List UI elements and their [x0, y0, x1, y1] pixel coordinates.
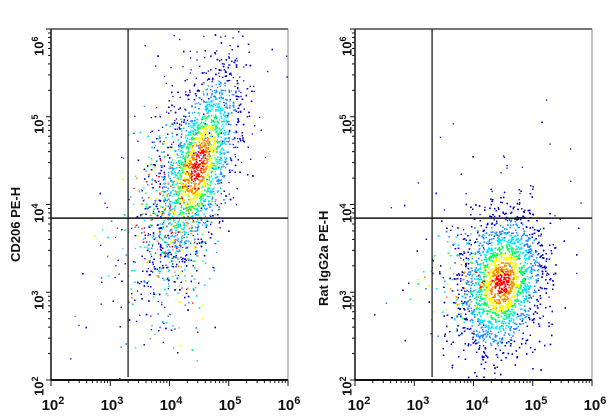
x-tick-1e5: 105: [218, 395, 242, 414]
x-tick-1e4: 104: [159, 395, 183, 414]
x-tick-1e2: 102: [347, 395, 371, 414]
cd206-scatter-plot: [46, 28, 289, 386]
y-tick-1e3: 103: [338, 290, 355, 310]
y-tick-1e4: 104: [338, 203, 355, 223]
x-tick-1e6: 106: [277, 395, 301, 414]
x-tick-1e3: 103: [100, 395, 124, 414]
event-dots: [70, 31, 288, 380]
isotype-plot-panel: Rat IgG2a PE-H 106 105 104 103 102 102 1…: [304, 0, 608, 417]
y-tick-1e2: 102: [30, 376, 47, 396]
x-tick-1e6: 106: [583, 395, 607, 414]
y-tick-1e5: 105: [338, 114, 355, 134]
y-tick-1e3: 103: [30, 290, 47, 310]
x-tick-1e3: 103: [406, 395, 430, 414]
x-tick-1e2: 102: [41, 395, 65, 414]
y-tick-1e2: 102: [338, 376, 355, 396]
cd206-plot-panel: CD206 PE-H 106 105 104 103 102 102 103 1…: [8, 28, 301, 414]
y-tick-1e4: 104: [30, 203, 47, 223]
y-tick-1e6: 106: [338, 36, 355, 56]
y-axis-label: CD206 PE-H: [8, 186, 23, 262]
x-tick-1e5: 105: [524, 395, 548, 414]
isotype-scatter-plot: [350, 28, 593, 386]
event-dots: [374, 99, 582, 381]
y-tick-1e6: 106: [30, 36, 47, 56]
y-tick-1e5: 105: [30, 114, 47, 134]
y-axis-label: Rat IgG2a PE-H: [316, 210, 331, 306]
x-tick-1e4: 104: [465, 395, 489, 414]
